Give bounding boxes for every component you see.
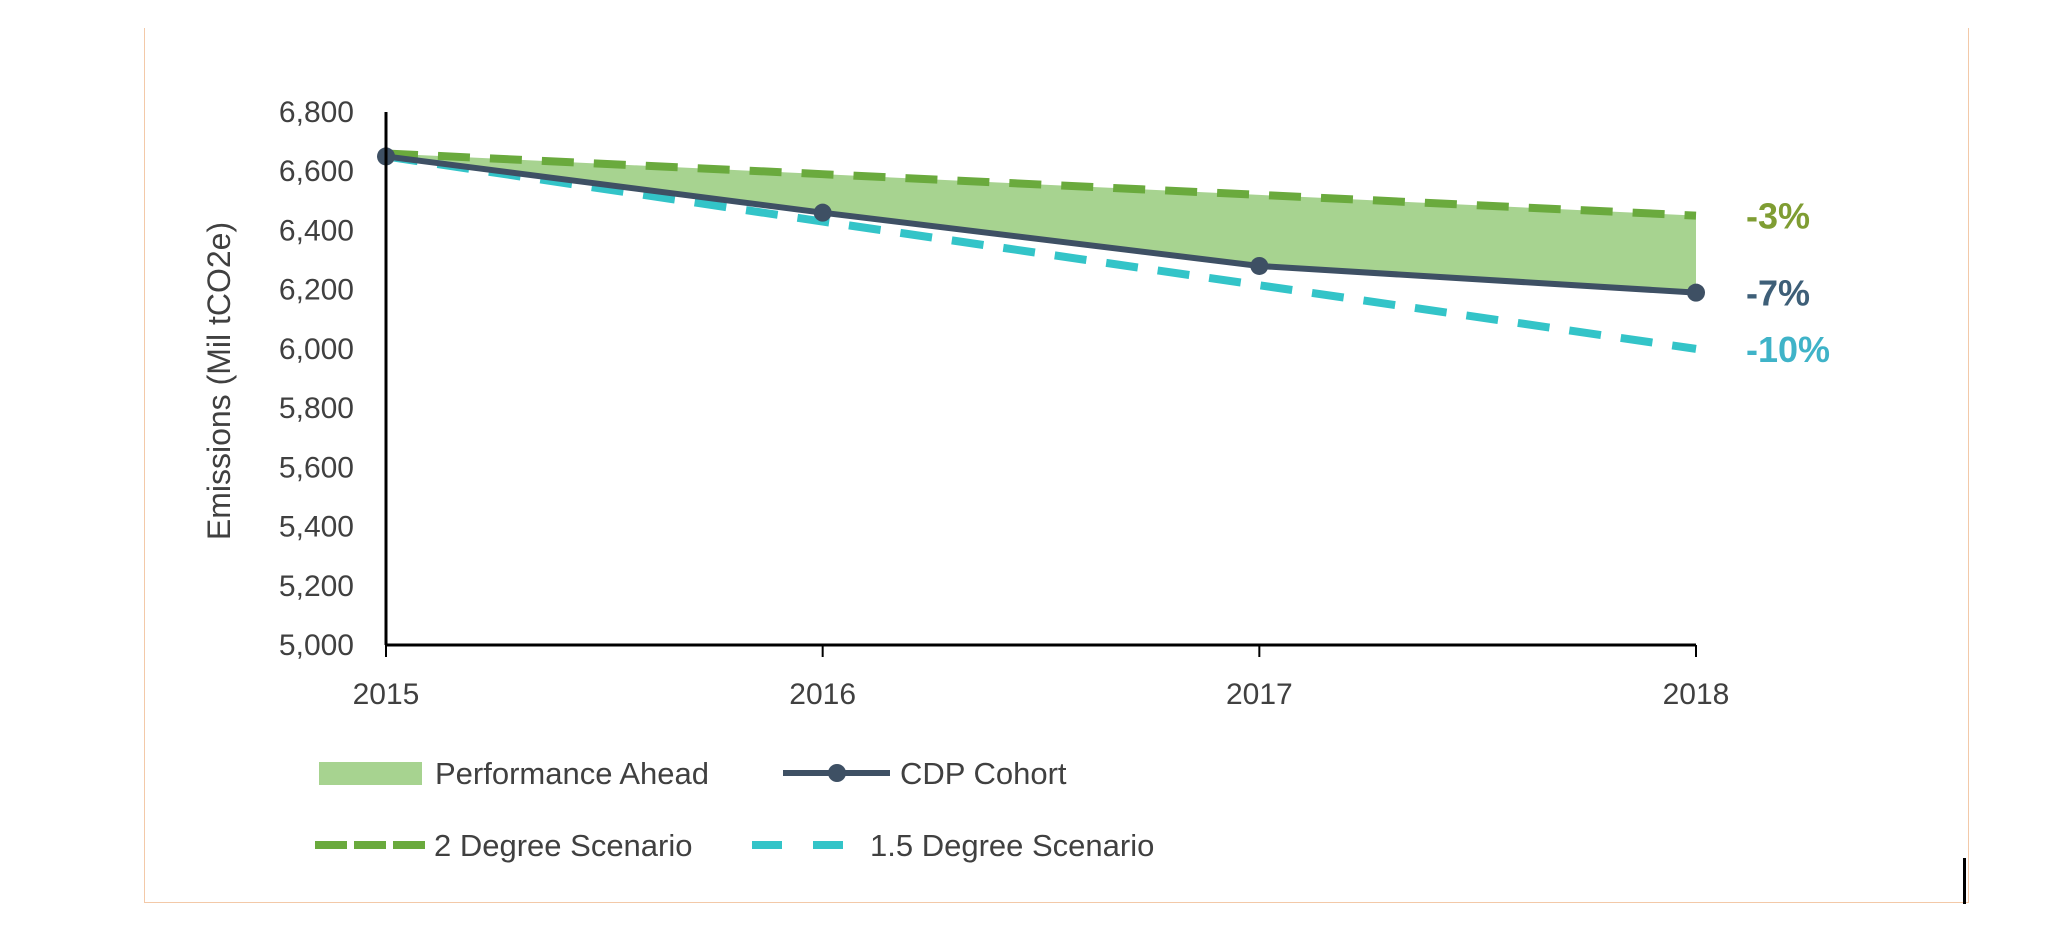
corner-mark — [1963, 858, 1966, 904]
point-cdp-cohort-2016 — [813, 203, 832, 222]
y-tick-label: 6,400 — [279, 214, 354, 247]
y-tick-label: 6,200 — [279, 274, 354, 307]
legend-marker-cdp-cohort — [828, 764, 846, 782]
end-label-cdp-cohort: -7% — [1746, 273, 1810, 314]
y-tick-label: 5,800 — [279, 392, 354, 425]
y-tick-label: 6,000 — [279, 333, 354, 366]
y-tick-label: 6,600 — [279, 155, 354, 188]
legend-label-1-5-degree-scenario: 1.5 Degree Scenario — [870, 828, 1154, 863]
x-tick-label: 2016 — [789, 678, 856, 711]
x-tick-label: 2018 — [1663, 678, 1730, 711]
legend: Performance Ahead CDP Cohort 2 Degree Scen… — [315, 756, 1154, 863]
area-performance-ahead — [386, 153, 1696, 293]
y-axis-label: Emissions (Mil tCO2e) — [201, 222, 237, 540]
end-label-1-5-degree-scenario: -10% — [1746, 329, 1830, 370]
y-tick-label: 5,000 — [279, 629, 354, 662]
end-label-2-degree-scenario: -3% — [1746, 196, 1810, 237]
legend-label-cdp-cohort: CDP Cohort — [900, 756, 1067, 791]
y-tick-label: 5,600 — [279, 451, 354, 484]
series-line-2-degree-scenario — [385, 149, 1697, 220]
y-tick-label: 5,200 — [279, 570, 354, 603]
x-tick-label: 2017 — [1226, 678, 1293, 711]
legend-label-2-degree-scenario: 2 Degree Scenario — [434, 828, 693, 863]
y-tick-label: 5,400 — [279, 511, 354, 544]
series-line-1-5-degree-scenario — [385, 152, 1697, 353]
point-cdp-cohort-2017 — [1250, 256, 1269, 275]
legend-label-performance-ahead: Performance Ahead — [435, 756, 709, 791]
series-line-cdp-cohort — [385, 153, 1697, 296]
legend-swatch-performance-ahead — [319, 762, 422, 785]
point-cdp-cohort-2018 — [1687, 283, 1705, 302]
y-tick-label: 6,800 — [279, 96, 354, 129]
x-tick-label: 2015 — [353, 678, 420, 711]
chart-frame — [144, 28, 1969, 903]
